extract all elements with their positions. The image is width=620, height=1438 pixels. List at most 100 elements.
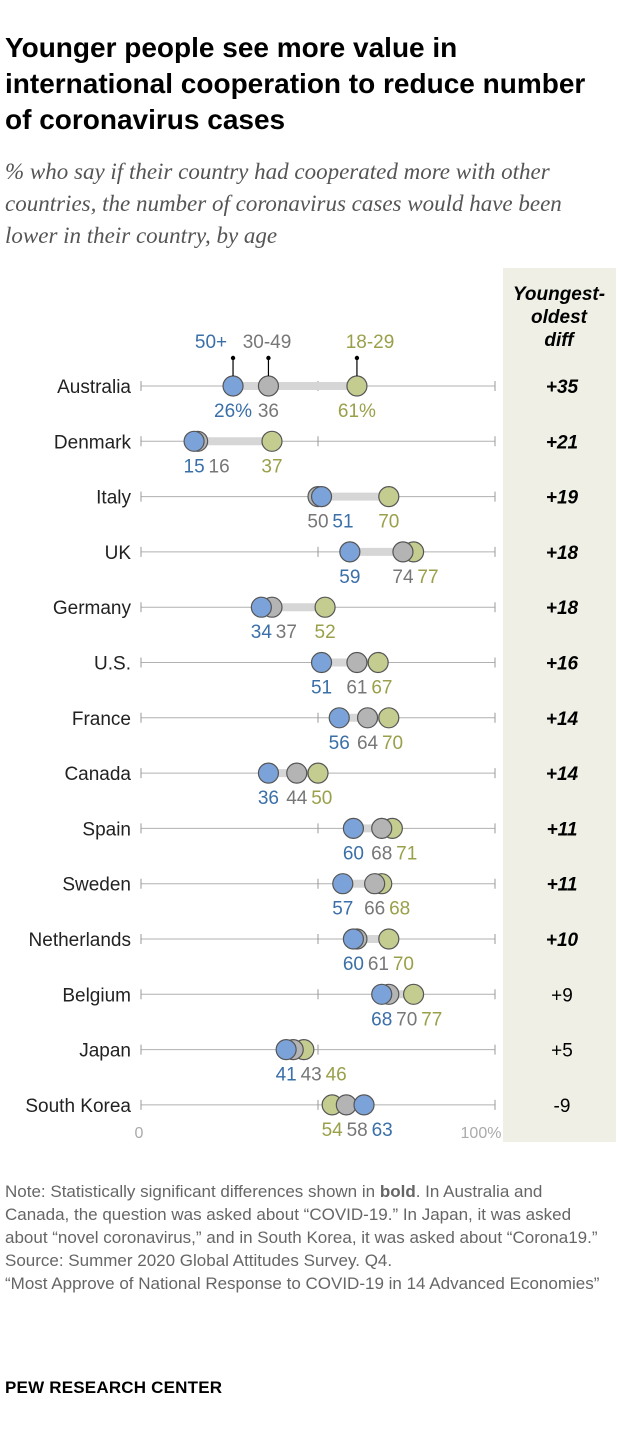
diff-value: +21 <box>546 432 578 453</box>
value-label-30-49: 66 <box>364 899 385 920</box>
value-label-50plus: 60 <box>343 954 364 975</box>
dot-50plus <box>183 430 205 452</box>
diff-value: +11 <box>547 819 578 840</box>
note-rest: . In Australia and Canada, the question … <box>5 1182 598 1247</box>
series-pointer-dot-50plus <box>230 355 236 361</box>
x-tick-label-0: 0 <box>135 1125 144 1142</box>
value-label-18-29: 70 <box>382 733 403 754</box>
value-label-30-49: 61 <box>368 954 389 975</box>
dot-30-49 <box>364 873 386 895</box>
country-label: Belgium <box>62 985 131 1006</box>
diff-value: +9 <box>551 985 573 1006</box>
value-label-18-29: 70 <box>378 512 399 533</box>
dot-30-49 <box>335 1094 357 1116</box>
dot-plot-chart: Youngest-oldest diff Australia 26% 36 61% +35 D… <box>25 268 616 1142</box>
value-label-18-29: 68 <box>389 899 410 920</box>
value-label-30-49: 36 <box>258 401 279 422</box>
value-label-18-29: 52 <box>315 622 336 643</box>
country-label: South Korea <box>25 1096 131 1117</box>
diff-value: +16 <box>546 654 579 675</box>
dot-18-29 <box>378 928 400 950</box>
value-label-50plus: 57 <box>332 899 353 920</box>
value-label-18-29: 37 <box>261 456 282 477</box>
dot-18-29 <box>378 707 400 729</box>
value-label-30-49: 50 <box>307 512 328 533</box>
diff-value: +11 <box>547 875 578 896</box>
diff-value: +14 <box>546 709 579 730</box>
dot-50plus <box>342 928 364 950</box>
dot-18-29 <box>307 762 329 784</box>
dot-18-29 <box>402 983 425 1005</box>
value-label-30-49: 43 <box>301 1065 322 1086</box>
dot-50plus <box>353 1094 375 1116</box>
series-label-50plus: 50+ <box>195 332 227 353</box>
x-tick-label-100: 100% <box>461 1125 502 1142</box>
series-pointer-dot-30-49 <box>266 355 271 361</box>
dot-50plus <box>371 983 393 1005</box>
value-label-50plus: 51 <box>332 512 353 533</box>
country-label: Canada <box>64 764 131 785</box>
value-label-18-29: 67 <box>371 678 392 699</box>
value-label-30-49: 61 <box>346 678 367 699</box>
diff-value: -9 <box>554 1096 571 1117</box>
source-text: Source: Summer 2020 Global Attitudes Sur… <box>5 1251 393 1270</box>
diff-value: +14 <box>546 764 579 785</box>
series-label-30-49: 30-49 <box>243 332 292 353</box>
value-label-50plus: 51 <box>311 678 332 699</box>
value-label-50plus: 34 <box>251 622 273 643</box>
note-bold: bold <box>379 1182 416 1201</box>
value-label-30-49: 70 <box>396 1009 417 1030</box>
value-label-30-49: 16 <box>209 456 230 477</box>
dot-50plus <box>275 1038 297 1061</box>
value-label-50plus: 60 <box>343 843 364 864</box>
diff-value: +18 <box>546 543 579 564</box>
country-label: UK <box>105 543 132 564</box>
country-label: U.S. <box>94 654 131 675</box>
series-pointer-dot-18-29 <box>354 355 360 361</box>
value-label-50plus: 26% <box>214 401 252 422</box>
note-prefix: Note: Statistically significant differen… <box>5 1182 380 1201</box>
value-label-50plus: 36 <box>258 788 279 809</box>
chart-subtitle: % who say if their country had cooperate… <box>5 159 562 248</box>
dot-30-49 <box>286 762 308 784</box>
country-label: Sweden <box>62 875 131 896</box>
country-label: Denmark <box>54 432 132 453</box>
value-label-50plus: 15 <box>184 456 205 477</box>
value-label-18-29: 77 <box>421 1009 442 1030</box>
value-label-18-29: 46 <box>326 1065 347 1086</box>
value-label-18-29: 54 <box>322 1120 344 1141</box>
value-label-50plus: 68 <box>371 1009 392 1030</box>
note-text: Note: Statistically significant differen… <box>5 1180 610 1249</box>
footnotes: Note: Statistically significant differen… <box>5 1180 610 1295</box>
dot-18-29 <box>314 596 336 618</box>
report-title: “Most Approve of National Response to CO… <box>5 1274 600 1293</box>
country-label: France <box>72 709 131 730</box>
value-label-18-29: 71 <box>396 843 417 864</box>
dot-50plus <box>310 651 333 674</box>
value-label-30-49: 58 <box>347 1120 368 1141</box>
dot-50plus <box>328 707 350 729</box>
value-label-30-49: 68 <box>371 843 392 864</box>
dot-50plus <box>222 375 244 397</box>
dot-30-49 <box>257 375 280 397</box>
value-label-18-29: 50 <box>311 788 332 809</box>
diff-panel <box>503 268 616 1142</box>
diff-value: +10 <box>546 930 579 951</box>
country-label: Spain <box>82 819 131 840</box>
dot-50plus <box>250 596 272 618</box>
dot-18-29 <box>261 430 283 452</box>
value-label-18-29: 77 <box>417 567 438 588</box>
dot-50plus <box>310 486 333 508</box>
dot-50plus <box>339 541 361 563</box>
dot-50plus <box>332 873 354 895</box>
dot-50plus <box>342 817 364 840</box>
diff-value: +18 <box>546 598 579 619</box>
dot-18-29 <box>367 651 389 674</box>
value-label-18-29: 61% <box>338 401 376 422</box>
value-label-50plus: 56 <box>329 733 350 754</box>
diff-value: +5 <box>551 1041 573 1062</box>
dot-50plus <box>257 762 280 784</box>
value-label-50plus: 63 <box>372 1120 393 1141</box>
value-label-18-29: 70 <box>393 954 414 975</box>
dot-30-49 <box>346 651 368 674</box>
